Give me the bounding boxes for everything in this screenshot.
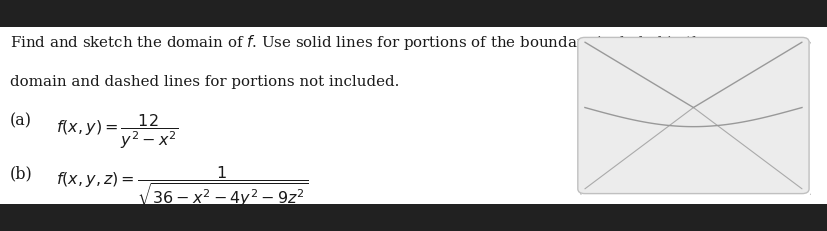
Bar: [0, 204, 827, 231]
Text: (a): (a): [10, 112, 32, 129]
Text: Find and sketch the domain of $f$. Use solid lines for portions of the boundary : Find and sketch the domain of $f$. Use s…: [10, 33, 710, 52]
Text: $f(x, y, z) = \dfrac{1}{\sqrt{36-x^2-4y^2-9z^2}}$: $f(x, y, z) = \dfrac{1}{\sqrt{36-x^2-4y^…: [56, 165, 308, 209]
Text: (b): (b): [10, 165, 32, 182]
Text: domain and dashed lines for portions not included.: domain and dashed lines for portions not…: [10, 75, 399, 89]
Bar: [0, 27, 827, 204]
Bar: [0, 0, 827, 27]
Text: $f(x, y) = \dfrac{12}{y^2-x^2}$: $f(x, y) = \dfrac{12}{y^2-x^2}$: [56, 112, 178, 151]
FancyBboxPatch shape: [577, 37, 808, 194]
